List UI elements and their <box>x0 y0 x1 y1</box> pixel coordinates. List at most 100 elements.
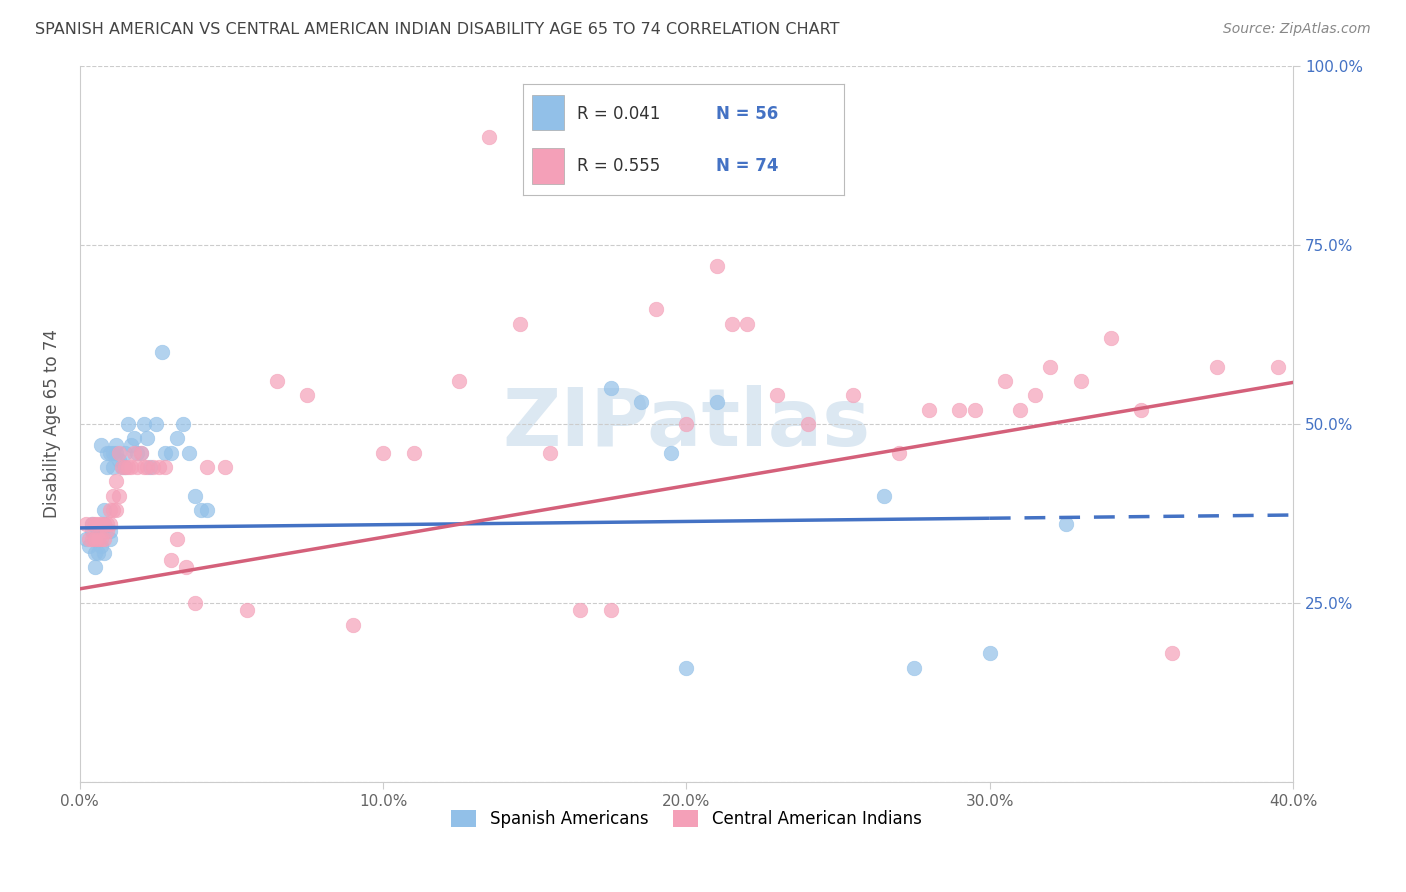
Point <box>75 517 97 532</box>
Point <box>93 503 115 517</box>
Point <box>96 524 118 539</box>
Point <box>87 524 110 539</box>
Text: ZIPatlas: ZIPatlas <box>502 385 870 463</box>
Point <box>124 445 146 459</box>
Point <box>135 431 157 445</box>
Point <box>721 317 744 331</box>
Point <box>297 388 319 402</box>
Point <box>93 546 115 560</box>
Point <box>75 532 97 546</box>
Point <box>80 524 103 539</box>
Point <box>103 489 125 503</box>
Point <box>120 438 142 452</box>
Point <box>105 438 128 452</box>
Point <box>98 524 121 539</box>
Point <box>160 553 183 567</box>
Point <box>90 539 112 553</box>
Point <box>98 445 121 459</box>
Point <box>706 260 728 274</box>
Point <box>108 445 131 459</box>
Point <box>1010 402 1032 417</box>
Point <box>84 560 107 574</box>
Point <box>87 546 110 560</box>
Point <box>93 532 115 546</box>
Point <box>266 374 288 388</box>
Point <box>1054 517 1077 532</box>
Point <box>1024 388 1046 402</box>
Point <box>1206 359 1229 374</box>
Legend: Spanish Americans, Central American Indians: Spanish Americans, Central American Indi… <box>444 804 928 835</box>
Point <box>84 532 107 546</box>
Point <box>96 445 118 459</box>
Point <box>963 402 986 417</box>
Point <box>1099 331 1122 345</box>
Point <box>675 661 697 675</box>
Point <box>235 603 257 617</box>
Point <box>105 475 128 489</box>
Point <box>135 460 157 475</box>
Point <box>509 317 531 331</box>
Point <box>138 460 160 475</box>
Point <box>735 317 758 331</box>
Point <box>84 546 107 560</box>
Point <box>1070 374 1092 388</box>
Point <box>903 661 925 675</box>
Point <box>108 489 131 503</box>
Point <box>80 532 103 546</box>
Point <box>153 445 176 459</box>
Point <box>103 503 125 517</box>
Point <box>160 445 183 459</box>
Point <box>77 539 100 553</box>
Point <box>98 517 121 532</box>
Point <box>569 603 592 617</box>
Point <box>177 445 200 459</box>
Point <box>148 460 170 475</box>
Point <box>214 460 236 475</box>
Point <box>98 532 121 546</box>
Point <box>105 503 128 517</box>
Point <box>77 532 100 546</box>
Point <box>184 596 207 610</box>
Point <box>184 489 207 503</box>
Point <box>90 438 112 452</box>
Point <box>90 524 112 539</box>
Point <box>599 603 621 617</box>
Point <box>132 417 155 431</box>
Point <box>599 381 621 395</box>
Point <box>645 302 668 317</box>
Point <box>127 445 149 459</box>
Point <box>84 517 107 532</box>
Point <box>103 445 125 459</box>
Point <box>93 517 115 532</box>
Point <box>98 503 121 517</box>
Point <box>872 489 894 503</box>
Point <box>342 617 364 632</box>
Point <box>195 460 218 475</box>
Point <box>129 445 152 459</box>
Point <box>842 388 865 402</box>
Point <box>1039 359 1062 374</box>
Point <box>93 517 115 532</box>
Point <box>373 445 395 459</box>
Point <box>117 417 139 431</box>
Point <box>994 374 1017 388</box>
Point <box>1160 646 1182 660</box>
Point <box>706 395 728 409</box>
Point <box>80 517 103 532</box>
Point <box>87 532 110 546</box>
Point <box>174 560 197 574</box>
Point <box>129 445 152 459</box>
Point <box>90 532 112 546</box>
Point <box>114 445 136 459</box>
Point <box>103 460 125 475</box>
Point <box>195 503 218 517</box>
Point <box>190 503 212 517</box>
Point <box>447 374 470 388</box>
Point <box>111 460 134 475</box>
Point <box>124 431 146 445</box>
Point <box>887 445 910 459</box>
Point <box>105 445 128 459</box>
Point <box>114 460 136 475</box>
Point <box>797 417 820 431</box>
Point <box>478 130 501 145</box>
